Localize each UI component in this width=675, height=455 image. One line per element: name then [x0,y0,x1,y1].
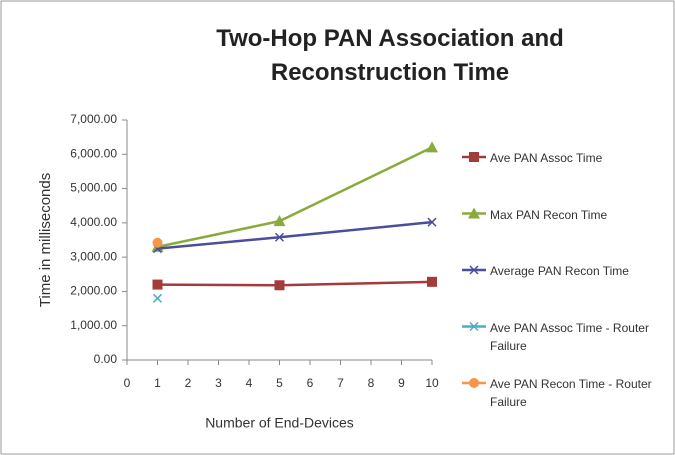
legend-marker [469,265,479,275]
data-point [427,276,437,287]
y-tick-label: 0.00 [94,352,118,366]
y-tick-label: 5,000.00 [70,181,117,195]
data-point [152,293,163,303]
data-point [274,280,285,291]
data-point [427,217,437,227]
y-tick-label: 2,000.00 [70,284,117,298]
x-tick-label: 3 [215,376,222,390]
y-tick-label: 7,000.00 [70,112,117,126]
legend-marker [469,378,479,388]
x-tick-label: 4 [246,376,253,390]
x-tick-label: 1 [154,376,161,390]
x-tick-label: 7 [337,376,344,390]
data-point [273,215,286,227]
x-axis-label: Number of End-Devices [205,415,354,431]
x-tick-label: 5 [276,376,283,390]
x-tick-label: 8 [368,376,375,390]
x-tick-label: 2 [185,376,192,390]
y-tick-label: 4,000.00 [70,215,117,229]
legend-label: Max PAN Recon Time [490,207,608,222]
x-tick-label: 10 [425,376,439,390]
data-point [152,279,163,290]
x-tick-label: 0 [124,376,131,390]
legend-label: Ave PAN Assoc Time - Router Failure [490,320,649,353]
x-tick-label: 9 [398,376,405,390]
legend-marker [469,152,479,162]
data-point [426,141,438,153]
chart-title: Two-Hop PAN Association and Reconstructi… [216,25,564,86]
legend-label: Average PAN Recon Time [490,264,629,278]
y-tick-label: 3,000.00 [70,249,117,263]
legend-marker [469,321,479,332]
legend-label: Ave PAN Assoc Time [490,151,603,165]
y-axis-label: Time in milliseconds [37,173,54,307]
y-tick-label: 1,000.00 [70,318,117,332]
legend-label: Ave PAN Recon Time - Router Failure [490,377,652,409]
data-point [152,237,163,248]
data-point [274,232,285,242]
x-tick-label: 6 [307,376,314,390]
y-tick-label: 6,000.00 [70,146,117,160]
legend-marker [468,207,480,219]
